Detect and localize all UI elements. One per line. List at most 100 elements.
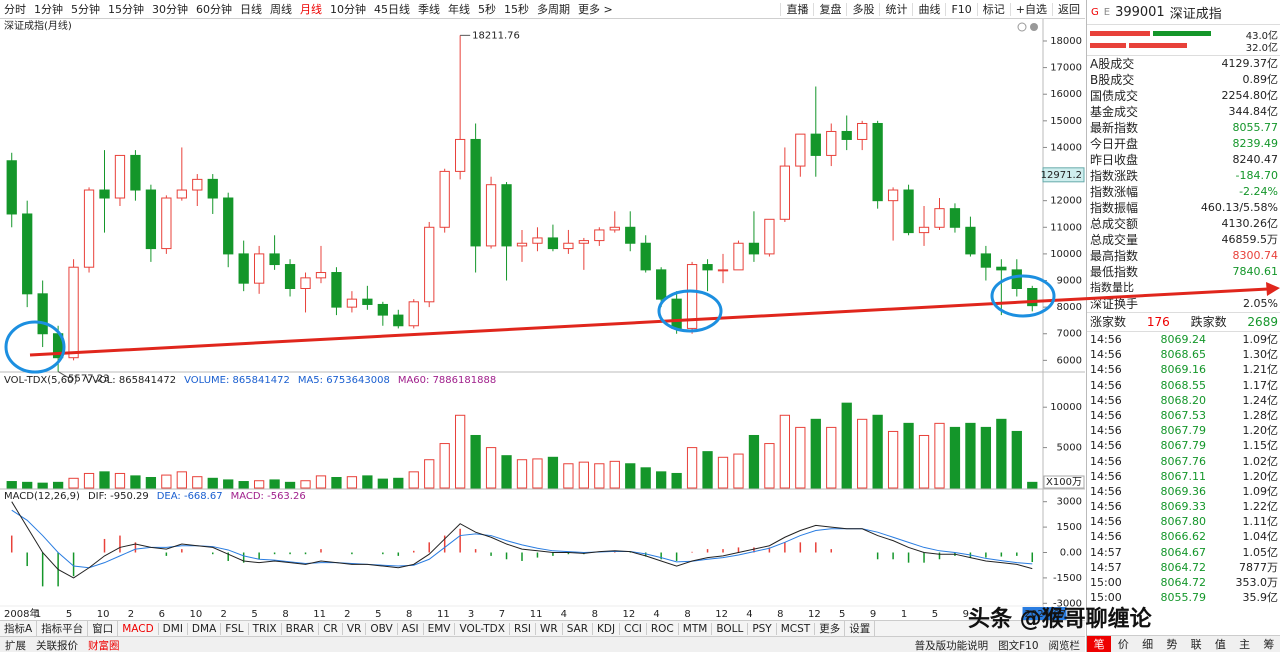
panel-tab[interactable]: 联 <box>1190 638 1202 651</box>
status-bar: 扩展 关联报价 财富圈 普及版功能说明 图文F10 阅览栏 <box>0 636 1085 652</box>
indicator-tab[interactable]: ASI <box>398 622 424 635</box>
period-tab[interactable]: 5秒 <box>478 3 496 16</box>
action-button[interactable]: 曲线 <box>912 3 946 16</box>
panel-tab[interactable]: 主 <box>1239 638 1251 651</box>
period-tab[interactable]: 季线 <box>418 3 440 16</box>
period-tab[interactable]: 更多 > <box>578 3 613 16</box>
volume-bar <box>114 472 126 489</box>
indicator-tab[interactable]: 窗口 <box>88 621 119 636</box>
indicator-tab[interactable]: 指标平台 <box>37 621 89 636</box>
indicator-tab[interactable]: MACD <box>118 622 159 635</box>
action-button[interactable]: 直播 <box>780 3 814 16</box>
action-button[interactable]: F10 <box>945 3 977 16</box>
stat-label: 指数涨跌 <box>1090 169 1139 183</box>
period-tab[interactable]: 15分钟 <box>108 3 144 16</box>
indicator-tab[interactable]: DMA <box>188 622 222 635</box>
stat-label: 指数涨幅 <box>1090 185 1139 199</box>
candle-body <box>238 253 249 284</box>
indicator-tab[interactable]: RSI <box>510 622 536 635</box>
period-tab[interactable]: 月线 <box>300 3 322 16</box>
tick-price: 8064.67 <box>1160 545 1207 559</box>
period-tab[interactable]: 60分钟 <box>196 3 232 16</box>
action-button[interactable]: 返回 <box>1052 3 1085 16</box>
tick-price: 8064.72 <box>1160 576 1207 589</box>
candle-body <box>393 314 404 327</box>
y-tick-label: 10000 <box>1050 402 1082 413</box>
volume-bar <box>83 472 95 489</box>
indicator-tab[interactable]: CR <box>319 622 343 635</box>
panel-tab[interactable]: 筹 <box>1263 638 1275 651</box>
status-item[interactable]: 财富圈 <box>88 639 120 652</box>
settings-icon[interactable] <box>1017 22 1027 32</box>
quote-panel: G E 399001 深证成指 43.0亿 32.0亿 A股成交 4129.37亿 B股成交… <box>1086 0 1280 652</box>
quote-stats: A股成交 4129.37亿 B股成交 0.89亿 国债成交 2254.80亿 基金成交 344… <box>1087 56 1280 313</box>
action-button[interactable]: 复盘 <box>813 3 847 16</box>
indicator-tab[interactable]: PSY <box>748 622 777 635</box>
period-tab[interactable]: 15秒 <box>504 3 529 16</box>
panel-tab[interactable]: 细 <box>1142 638 1154 651</box>
breadth-item: 跌家数 <box>1190 315 1227 329</box>
action-button[interactable]: 标记 <box>976 3 1010 16</box>
action-button[interactable]: +自选 <box>1009 3 1052 16</box>
y-tick-label: 5000 <box>1057 443 1082 454</box>
panel-tab[interactable]: 值 <box>1214 638 1226 651</box>
indicator-tab[interactable]: SAR <box>563 622 594 635</box>
period-tab[interactable]: 1分钟 <box>34 3 63 16</box>
action-button[interactable]: 统计 <box>879 3 913 16</box>
candle-body <box>68 266 79 359</box>
bar-label: 43.0亿 <box>1245 31 1278 42</box>
volume-bar <box>501 455 512 489</box>
indicator-tab[interactable]: EMV <box>424 622 456 635</box>
indicator-tab[interactable]: 设置 <box>845 621 876 636</box>
status-item[interactable]: 普及版功能说明 <box>914 639 989 652</box>
stat-label: 指数振幅 <box>1090 201 1139 215</box>
indicator-tab[interactable]: DMI <box>159 622 188 635</box>
panel-tab[interactable]: 笔 <box>1087 636 1112 652</box>
indicator-tab[interactable]: WR <box>536 622 563 635</box>
candle-body <box>223 197 234 255</box>
period-tab[interactable]: 分时 <box>4 3 26 16</box>
status-item[interactable]: 阅览栏 <box>1048 639 1081 652</box>
indicator-tab[interactable]: VR <box>343 622 367 635</box>
candle-body <box>83 189 95 268</box>
indicator-tab[interactable]: 指标A <box>0 621 38 636</box>
period-tab[interactable]: 45日线 <box>374 3 410 16</box>
close-icon[interactable] <box>1030 23 1038 31</box>
legend-entry: MA5: 6753643008 <box>298 375 390 386</box>
indicator-tab[interactable]: MCST <box>777 622 816 635</box>
volume-bar <box>346 476 358 489</box>
period-tab[interactable]: 年线 <box>448 3 470 16</box>
period-tab[interactable]: 多周期 <box>537 3 570 16</box>
indicator-tab[interactable]: KDJ <box>593 622 621 635</box>
period-tab[interactable]: 10分钟 <box>330 3 366 16</box>
stat-label: 总成交量 <box>1090 233 1139 247</box>
candle-body <box>6 160 17 215</box>
indicator-tab[interactable]: CCI <box>620 622 647 635</box>
period-tab[interactable]: 日线 <box>240 3 262 16</box>
indicator-tab[interactable]: ROC <box>647 622 679 635</box>
volume-bar <box>594 463 605 489</box>
action-button[interactable]: 多股 <box>846 3 880 16</box>
tick-row: 14:57 8064.67 1.05亿 <box>1087 545 1280 560</box>
period-tab[interactable]: 周线 <box>270 3 292 16</box>
candle-body <box>918 226 930 234</box>
stat-label: 指数量比 <box>1090 281 1134 294</box>
status-item[interactable]: 图文F10 <box>998 639 1039 652</box>
status-item[interactable]: 扩展 <box>5 639 26 652</box>
indicator-tab[interactable]: FSL <box>221 622 249 635</box>
indicator-tab[interactable]: OBV <box>366 622 398 635</box>
period-tab[interactable]: 30分钟 <box>152 3 188 16</box>
panel-tab[interactable]: 势 <box>1166 638 1178 651</box>
period-tab[interactable]: 5分钟 <box>71 3 100 16</box>
indicator-tab[interactable]: BOLL <box>712 622 749 635</box>
candle-body <box>872 122 883 202</box>
panel-tab[interactable]: 价 <box>1117 638 1129 651</box>
status-item[interactable]: 关联报价 <box>36 639 78 652</box>
tick-price: 8068.20 <box>1160 393 1207 407</box>
indicator-tab[interactable]: BRAR <box>282 622 320 635</box>
indicator-tab[interactable]: 更多 <box>815 621 846 636</box>
indicator-tab[interactable]: MTM <box>679 622 713 635</box>
indicator-tab[interactable]: VOL-TDX <box>455 622 510 635</box>
indicator-tab[interactable]: TRIX <box>249 622 282 635</box>
tick-volume: 1.28亿 <box>1242 408 1279 422</box>
